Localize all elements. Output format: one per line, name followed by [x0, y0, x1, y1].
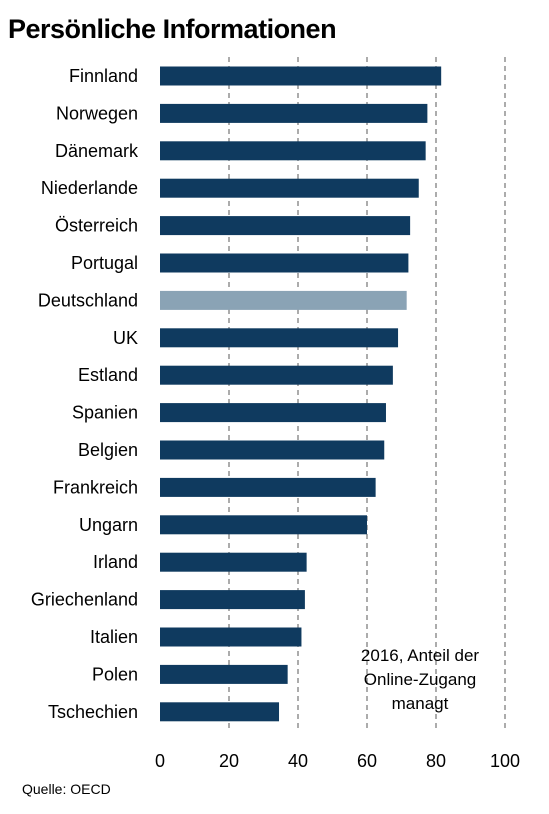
- category-label: Belgien: [78, 440, 138, 460]
- x-tick-label: 40: [288, 751, 308, 771]
- annotation-line: managt: [391, 694, 449, 713]
- annotation-line: Online-Zugang: [363, 670, 477, 689]
- bar: [160, 253, 409, 273]
- chart-annotation: 2016, Anteil der Online-Zugang managt: [334, 644, 506, 716]
- bar: [160, 365, 393, 385]
- x-tick-label: 0: [155, 751, 165, 771]
- category-label: Norwegen: [56, 103, 138, 123]
- category-label: Italien: [90, 627, 138, 647]
- category-label: Irland: [93, 552, 138, 572]
- gridlines: [228, 57, 506, 730]
- category-label: Griechenland: [31, 590, 138, 610]
- category-label: Estland: [78, 365, 138, 385]
- bar: [160, 590, 305, 610]
- category-label: Portugal: [71, 253, 138, 273]
- category-label: Deutschland: [38, 290, 138, 310]
- x-tick-label: 20: [219, 751, 239, 771]
- category-label: Polen: [92, 664, 138, 684]
- bar: [160, 103, 428, 123]
- bar: [160, 552, 307, 572]
- category-label: Niederlande: [41, 178, 138, 198]
- bar: [160, 290, 407, 310]
- chart-title: Persönliche Informationen: [8, 14, 337, 44]
- bar: [160, 403, 386, 423]
- x-tick-label: 100: [490, 751, 520, 771]
- bar: [160, 702, 280, 722]
- category-label: Tschechien: [48, 702, 138, 722]
- bar: [160, 328, 399, 348]
- bar: [160, 477, 376, 497]
- x-tick-label: 60: [357, 751, 377, 771]
- category-label: Dänemark: [55, 141, 139, 161]
- bar: [160, 515, 367, 535]
- bars: [160, 66, 442, 722]
- category-label: Ungarn: [79, 515, 138, 535]
- bar: [160, 664, 288, 684]
- bar: [160, 216, 411, 236]
- source-note: Quelle: OECD: [22, 781, 111, 797]
- bar: [160, 440, 385, 460]
- category-label: UK: [113, 328, 138, 348]
- annotation-line: 2016, Anteil der: [360, 646, 480, 665]
- bar: [160, 141, 426, 161]
- bar: [160, 627, 302, 647]
- bar: [160, 66, 442, 86]
- category-label: Spanien: [72, 403, 138, 423]
- x-tick-label: 80: [426, 751, 446, 771]
- x-tick-labels: 0 20 40 60 80 100: [155, 751, 520, 771]
- category-label: Österreich: [55, 216, 138, 236]
- category-label: Finnland: [69, 66, 138, 86]
- bar: [160, 178, 419, 198]
- category-label: Frankreich: [53, 477, 138, 497]
- category-labels: Finnland Norwegen Dänemark Niederlande Öster…: [31, 66, 139, 722]
